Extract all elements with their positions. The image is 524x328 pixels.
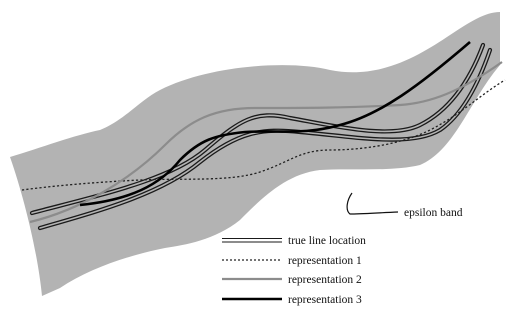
legend-item-representation-1: representation 1 — [222, 255, 362, 267]
representation-1-line — [21, 79, 506, 191]
epsilon-band-region — [10, 12, 500, 296]
legend-label-representation-2: representation 2 — [288, 274, 362, 286]
representation-2-line — [29, 61, 503, 224]
epsilon-band-label: epsilon band — [404, 207, 463, 219]
legend: true line location representation 1 repr… — [222, 235, 366, 306]
epsilon-band-arrow — [346, 192, 399, 215]
legend-item-representation-3: representation 3 — [222, 294, 362, 306]
legend-label-representation-1: representation 1 — [288, 255, 362, 267]
legend-item-true-line: true line location — [222, 235, 366, 247]
representation-3-line — [79, 41, 471, 207]
legend-label-representation-3: representation 3 — [288, 294, 362, 306]
legend-item-representation-2: representation 2 — [222, 274, 362, 286]
true-line-inner — [31, 44, 484, 214]
legend-label-true-line: true line location — [288, 235, 366, 247]
